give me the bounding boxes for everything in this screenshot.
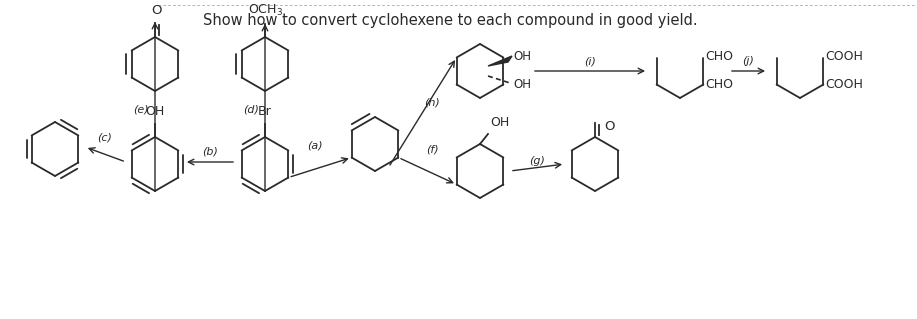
Text: Show how to convert cyclohexene to each compound in good yield.: Show how to convert cyclohexene to each … bbox=[203, 13, 697, 28]
Text: OH: OH bbox=[513, 50, 531, 63]
Text: (j): (j) bbox=[743, 56, 755, 66]
Text: (b): (b) bbox=[202, 147, 218, 157]
Text: O: O bbox=[604, 121, 614, 133]
Text: (a): (a) bbox=[307, 141, 323, 151]
Text: OCH$_3$: OCH$_3$ bbox=[248, 3, 282, 18]
Text: OH: OH bbox=[146, 105, 165, 118]
Text: (i): (i) bbox=[584, 56, 596, 66]
Text: (h): (h) bbox=[425, 98, 440, 108]
Text: CHO: CHO bbox=[705, 50, 733, 63]
Text: (f): (f) bbox=[426, 145, 439, 154]
Polygon shape bbox=[488, 56, 512, 66]
Text: COOH: COOH bbox=[825, 50, 863, 63]
Text: (c): (c) bbox=[97, 132, 113, 142]
Text: CHO: CHO bbox=[705, 78, 733, 92]
Text: Br: Br bbox=[258, 105, 271, 118]
Text: (g): (g) bbox=[529, 156, 546, 166]
Text: (d): (d) bbox=[243, 104, 259, 114]
Text: O: O bbox=[150, 4, 161, 17]
Text: OH: OH bbox=[490, 116, 509, 129]
Text: (e): (e) bbox=[133, 104, 149, 114]
Text: OH: OH bbox=[513, 78, 531, 91]
Text: COOH: COOH bbox=[825, 78, 863, 92]
